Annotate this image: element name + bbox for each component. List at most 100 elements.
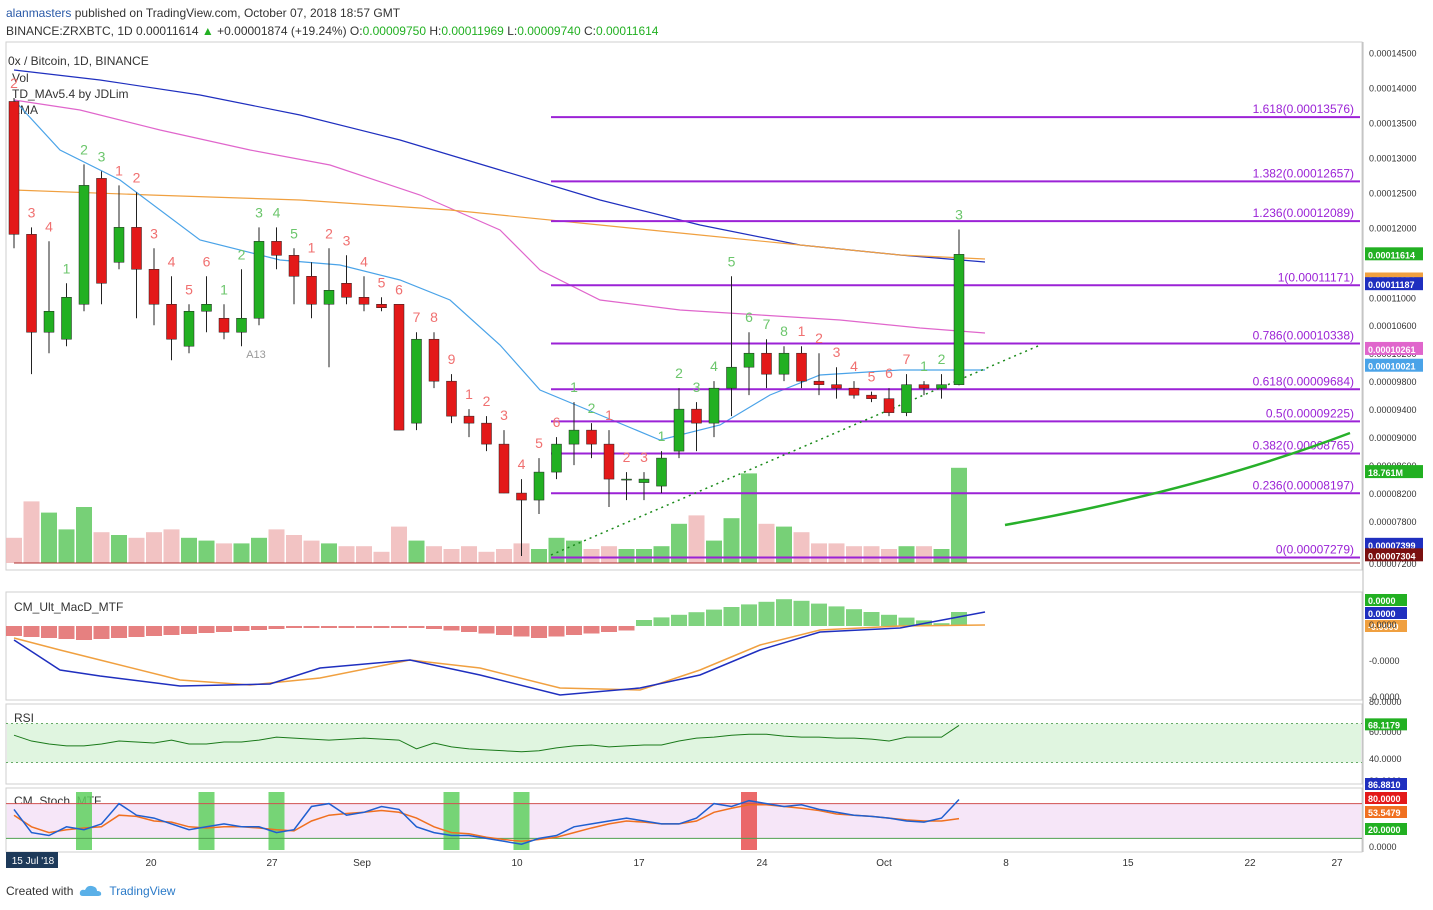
price-axis-tick: 0.00009400 bbox=[1369, 405, 1417, 415]
macd-histogram-bar bbox=[6, 626, 22, 636]
rsi-band bbox=[7, 723, 1361, 763]
stoch-buy-zone bbox=[268, 792, 285, 850]
price-change: +0.00001874 (+19.24%) bbox=[217, 24, 347, 38]
stoch-tag-label: 86.8810 bbox=[1368, 780, 1401, 790]
volume-bar bbox=[356, 546, 372, 563]
td-count-label: 3 bbox=[343, 232, 351, 248]
candle-body bbox=[673, 408, 685, 452]
publish-info: published on TradingView.com, October 07… bbox=[74, 6, 401, 20]
macd-histogram-bar bbox=[601, 626, 617, 632]
volume-bar bbox=[181, 537, 197, 563]
price-tag-label: 0.00011187 bbox=[1368, 280, 1415, 290]
macd-histogram-bar bbox=[776, 599, 792, 626]
volume-bar bbox=[373, 551, 390, 563]
price-axis-tick: 0.00009000 bbox=[1369, 433, 1417, 443]
price-axis-tick: 0.00007800 bbox=[1369, 517, 1417, 527]
macd-histogram-bar bbox=[618, 626, 635, 631]
price-tag-bg bbox=[1365, 247, 1423, 261]
candle-body bbox=[883, 398, 895, 413]
macd-histogram-bar bbox=[583, 626, 600, 634]
volume-bar bbox=[776, 526, 792, 563]
candle-body bbox=[463, 415, 475, 424]
candle-body bbox=[428, 338, 440, 382]
stoch-tag-bg bbox=[1365, 823, 1407, 835]
tradingview-cloud-icon bbox=[80, 885, 102, 896]
candle-body bbox=[78, 185, 90, 305]
candle-body bbox=[271, 241, 282, 256]
td-count-label: 3 bbox=[640, 449, 648, 465]
volume-bar bbox=[58, 529, 75, 563]
macd-histogram-bar bbox=[653, 617, 670, 626]
author-link[interactable]: alanmasters bbox=[6, 6, 72, 20]
volume-bar bbox=[461, 546, 477, 563]
macd-histogram-bar bbox=[881, 614, 897, 626]
td-count-label: 2 bbox=[483, 393, 491, 409]
macd-histogram-bar bbox=[41, 626, 57, 638]
macd-histogram-bar bbox=[356, 626, 372, 628]
volume-bar bbox=[146, 532, 162, 563]
macd-histogram-bar bbox=[863, 612, 880, 626]
high-value: 0.00011969 bbox=[441, 24, 504, 38]
tradingview-brand[interactable]: TradingView bbox=[109, 884, 176, 898]
volume-bar bbox=[881, 549, 897, 563]
candle-body bbox=[866, 394, 877, 399]
macd-axis-tick: -0.0000 bbox=[1369, 656, 1400, 666]
td-count-label: 1 bbox=[115, 162, 123, 178]
price-axis-tick: 0.00013500 bbox=[1369, 118, 1417, 128]
macd-histogram-bar bbox=[933, 623, 950, 626]
td-count-label: 1 bbox=[798, 323, 806, 339]
candle-body bbox=[166, 304, 177, 340]
macd-histogram-bar bbox=[828, 606, 845, 626]
ma-orange-line bbox=[13, 189, 986, 260]
td-count-label: 1 bbox=[658, 428, 666, 444]
x-axis-tick: 20 bbox=[145, 858, 157, 869]
x-axis-tick: 10 bbox=[511, 858, 523, 869]
td-count-label: 1 bbox=[605, 407, 613, 423]
candle-body bbox=[218, 317, 230, 333]
fib-level-label: 1(0.00011171) bbox=[1278, 270, 1354, 284]
candle-body bbox=[323, 290, 335, 305]
candle-body bbox=[953, 254, 965, 385]
x-axis-tick: 17 bbox=[633, 858, 645, 869]
macd-histogram-bar bbox=[671, 614, 687, 626]
candle-body bbox=[638, 478, 650, 483]
td-count-label: 2 bbox=[675, 365, 683, 381]
macd-histogram-bar bbox=[76, 626, 92, 640]
volume-bar bbox=[811, 543, 827, 563]
macd-histogram-bar bbox=[951, 612, 967, 626]
candle-body bbox=[743, 352, 755, 368]
volume-bar bbox=[338, 546, 355, 563]
td-count-label: 1 bbox=[308, 239, 316, 255]
candle-body bbox=[393, 304, 405, 431]
candle-body bbox=[586, 429, 597, 445]
indicator-legend: Vol bbox=[12, 71, 29, 85]
fib-level-label: 0.5(0.00009225) bbox=[1266, 406, 1354, 420]
last-price: 0.00011614 bbox=[136, 24, 199, 38]
x-axis-tick: 27 bbox=[266, 858, 278, 869]
macd-histogram-bar bbox=[408, 626, 425, 628]
chart-title: 0x / Bitcoin, 1D, BINANCE bbox=[8, 54, 149, 68]
volume-bar bbox=[93, 532, 110, 563]
macd-histogram-bar bbox=[303, 626, 320, 628]
macd-tag-bg bbox=[1365, 594, 1407, 606]
macd-histogram-bar bbox=[898, 617, 915, 626]
price-tag-bg bbox=[1365, 341, 1423, 355]
candle-body bbox=[481, 422, 492, 445]
volume-bar bbox=[688, 515, 705, 563]
macd-histogram-bar bbox=[723, 607, 740, 626]
candle-body bbox=[96, 178, 107, 284]
td-count-label: 9 bbox=[448, 351, 456, 367]
td-count-label: 4 bbox=[710, 358, 718, 374]
macd-histogram-bar bbox=[373, 626, 390, 628]
macd-histogram-bar bbox=[23, 626, 40, 637]
td-count-label: 6 bbox=[395, 281, 403, 297]
td-count-label: 1 bbox=[570, 379, 578, 395]
td-count-label: 2 bbox=[238, 246, 246, 262]
created-with-label: Created with bbox=[6, 884, 74, 898]
up-arrow-icon: ▲ bbox=[201, 24, 214, 38]
close-label: C: bbox=[583, 24, 596, 38]
ma-pink-line bbox=[13, 99, 986, 334]
x-axis-tick: Sep bbox=[353, 858, 371, 869]
volume-bar bbox=[723, 518, 740, 563]
